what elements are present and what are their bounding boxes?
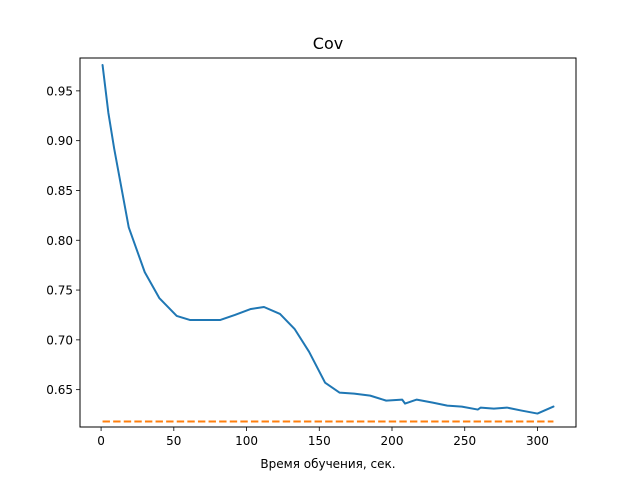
- x-axis-label: Время обучения, сек.: [260, 457, 395, 471]
- y-axis: 0.65 0.70 0.75 0.80 0.85 0.90 0.95: [46, 84, 80, 397]
- series-layer: [101, 63, 555, 423]
- y-tick-label: 0.90: [46, 134, 73, 148]
- x-tick-label: 300: [526, 434, 549, 448]
- series-line-1: [101, 63, 555, 415]
- y-tick-label: 0.80: [46, 234, 73, 248]
- y-tick-label: 0.70: [46, 333, 73, 347]
- plot-frame: [79, 57, 577, 428]
- y-tick-label: 0.75: [46, 284, 73, 298]
- x-axis: 0 50 100 150 200 250 300: [97, 427, 549, 448]
- y-tick-label: 0.85: [46, 184, 73, 198]
- x-tick-label: 200: [381, 434, 404, 448]
- y-tick-label: 0.65: [46, 383, 73, 397]
- y-tick-label: 0.95: [46, 84, 73, 98]
- x-tick-label: 100: [235, 434, 258, 448]
- x-tick-label: 250: [453, 434, 476, 448]
- chart-title: Cov: [313, 34, 343, 53]
- x-tick-label: 0: [97, 434, 105, 448]
- x-tick-label: 150: [308, 434, 331, 448]
- x-tick-label: 50: [166, 434, 181, 448]
